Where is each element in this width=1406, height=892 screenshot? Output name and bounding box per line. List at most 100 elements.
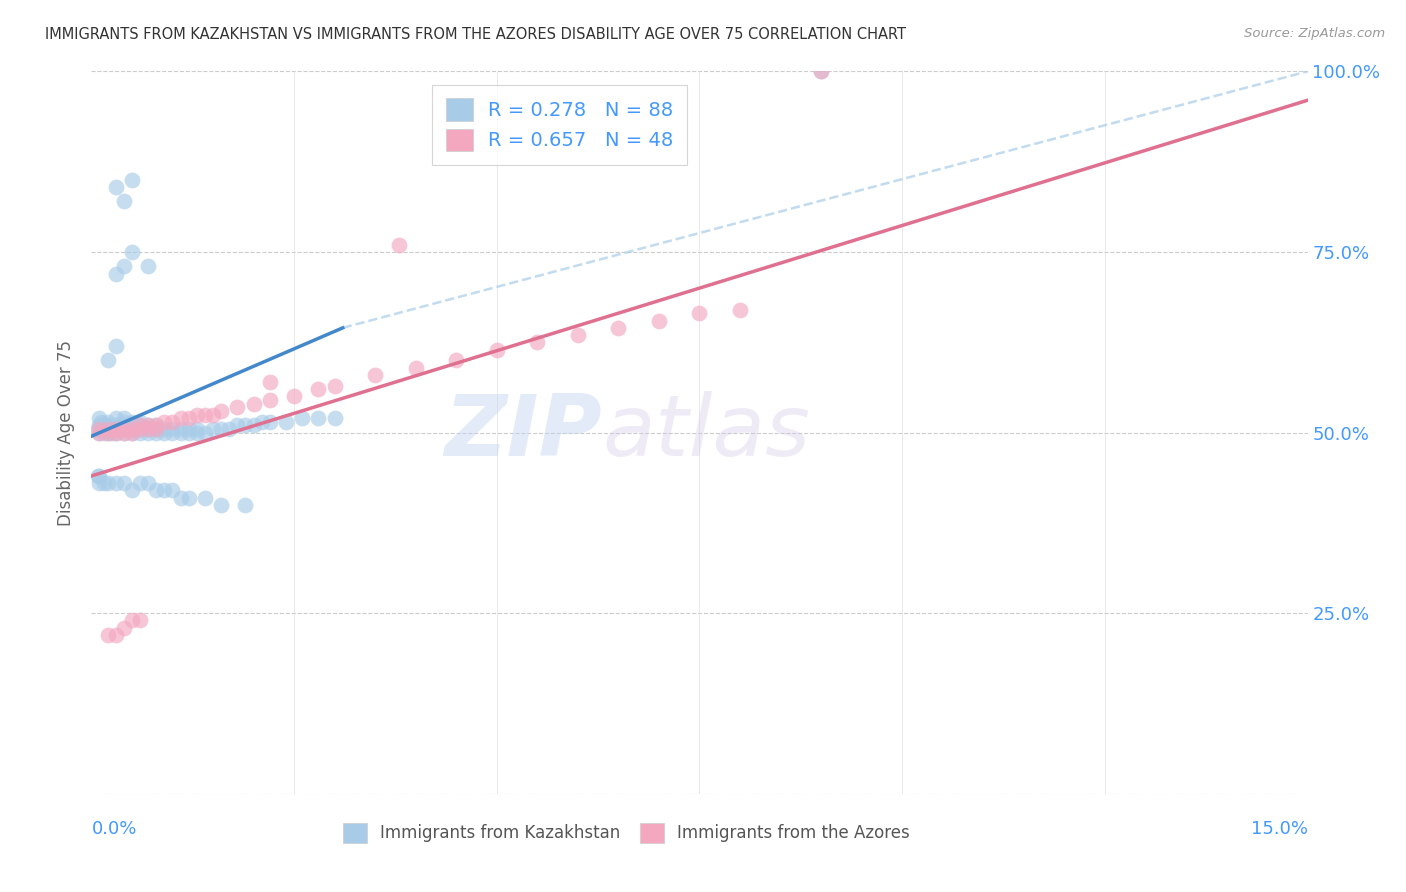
Point [209, 498, 232, 512]
Point [87, 422, 110, 436]
Point [136, 418, 159, 433]
Point [112, 260, 135, 274]
Point [186, 422, 208, 436]
Point [100, 425, 122, 440]
Point [153, 415, 176, 429]
Point [153, 425, 176, 440]
Point [121, 614, 143, 628]
Point [810, 64, 832, 78]
Point [186, 425, 208, 440]
Point [444, 353, 467, 368]
Point [104, 422, 127, 436]
Point [250, 415, 273, 429]
Point [145, 418, 167, 433]
Point [194, 408, 217, 422]
Point [218, 422, 240, 436]
Point [87, 469, 110, 483]
Point [97, 418, 120, 433]
Point [136, 476, 159, 491]
Point [129, 418, 152, 433]
Point [145, 422, 167, 436]
Point [121, 415, 143, 429]
Point [97, 425, 120, 440]
Point [202, 422, 225, 436]
Point [194, 425, 217, 440]
Point [112, 425, 135, 440]
Point [121, 425, 143, 440]
Point [323, 411, 346, 425]
Point [405, 360, 427, 375]
Point [202, 408, 225, 422]
Point [104, 180, 127, 194]
Point [177, 425, 200, 440]
Text: IMMIGRANTS FROM KAZAKHSTAN VS IMMIGRANTS FROM THE AZORES DISABILITY AGE OVER 75 : IMMIGRANTS FROM KAZAKHSTAN VS IMMIGRANTS… [45, 27, 905, 42]
Point [209, 404, 232, 418]
Point [526, 335, 548, 350]
Point [112, 476, 135, 491]
Point [97, 353, 120, 368]
Point [607, 321, 630, 335]
Point [112, 415, 135, 429]
Point [177, 491, 200, 505]
Text: Source: ZipAtlas.com: Source: ZipAtlas.com [1244, 27, 1385, 40]
Point [259, 375, 281, 389]
Point [97, 415, 120, 429]
Point [112, 621, 135, 635]
Point [89, 476, 111, 491]
Point [177, 422, 200, 436]
Point [129, 425, 152, 440]
Point [89, 469, 111, 483]
Point [89, 425, 111, 440]
Point [121, 422, 143, 436]
Text: 15.0%: 15.0% [1250, 820, 1308, 838]
Point [97, 476, 120, 491]
Point [129, 422, 152, 436]
Text: 0.0%: 0.0% [91, 820, 136, 838]
Point [112, 422, 135, 436]
Point [242, 418, 264, 433]
Point [104, 267, 127, 281]
Point [162, 415, 184, 429]
Point [89, 425, 111, 440]
Point [259, 393, 281, 408]
Point [364, 368, 387, 382]
Point [100, 422, 122, 436]
Point [242, 397, 264, 411]
Point [153, 422, 176, 436]
Point [728, 302, 751, 317]
Point [153, 483, 176, 498]
Point [567, 328, 589, 343]
Point [104, 628, 127, 642]
Text: ZIP: ZIP [444, 391, 602, 475]
Point [93, 425, 115, 440]
Point [90, 422, 112, 436]
Point [93, 418, 115, 433]
Point [648, 313, 671, 327]
Point [145, 418, 167, 433]
Point [104, 425, 127, 440]
Point [97, 628, 120, 642]
Point [112, 418, 135, 433]
Point [810, 64, 832, 78]
Y-axis label: Disability Age Over 75: Disability Age Over 75 [58, 340, 76, 525]
Point [104, 411, 127, 425]
Point [145, 483, 167, 498]
Point [97, 425, 120, 440]
Point [89, 422, 111, 436]
Point [307, 411, 329, 425]
Point [104, 422, 127, 436]
Point [89, 418, 111, 433]
Point [485, 343, 508, 357]
Point [259, 415, 281, 429]
Point [283, 389, 305, 403]
Point [688, 306, 710, 320]
Point [136, 260, 159, 274]
Point [93, 476, 115, 491]
Point [97, 422, 120, 436]
Point [89, 411, 111, 425]
Point [104, 425, 127, 440]
Point [121, 425, 143, 440]
Point [274, 415, 297, 429]
Point [112, 194, 135, 209]
Point [145, 422, 167, 436]
